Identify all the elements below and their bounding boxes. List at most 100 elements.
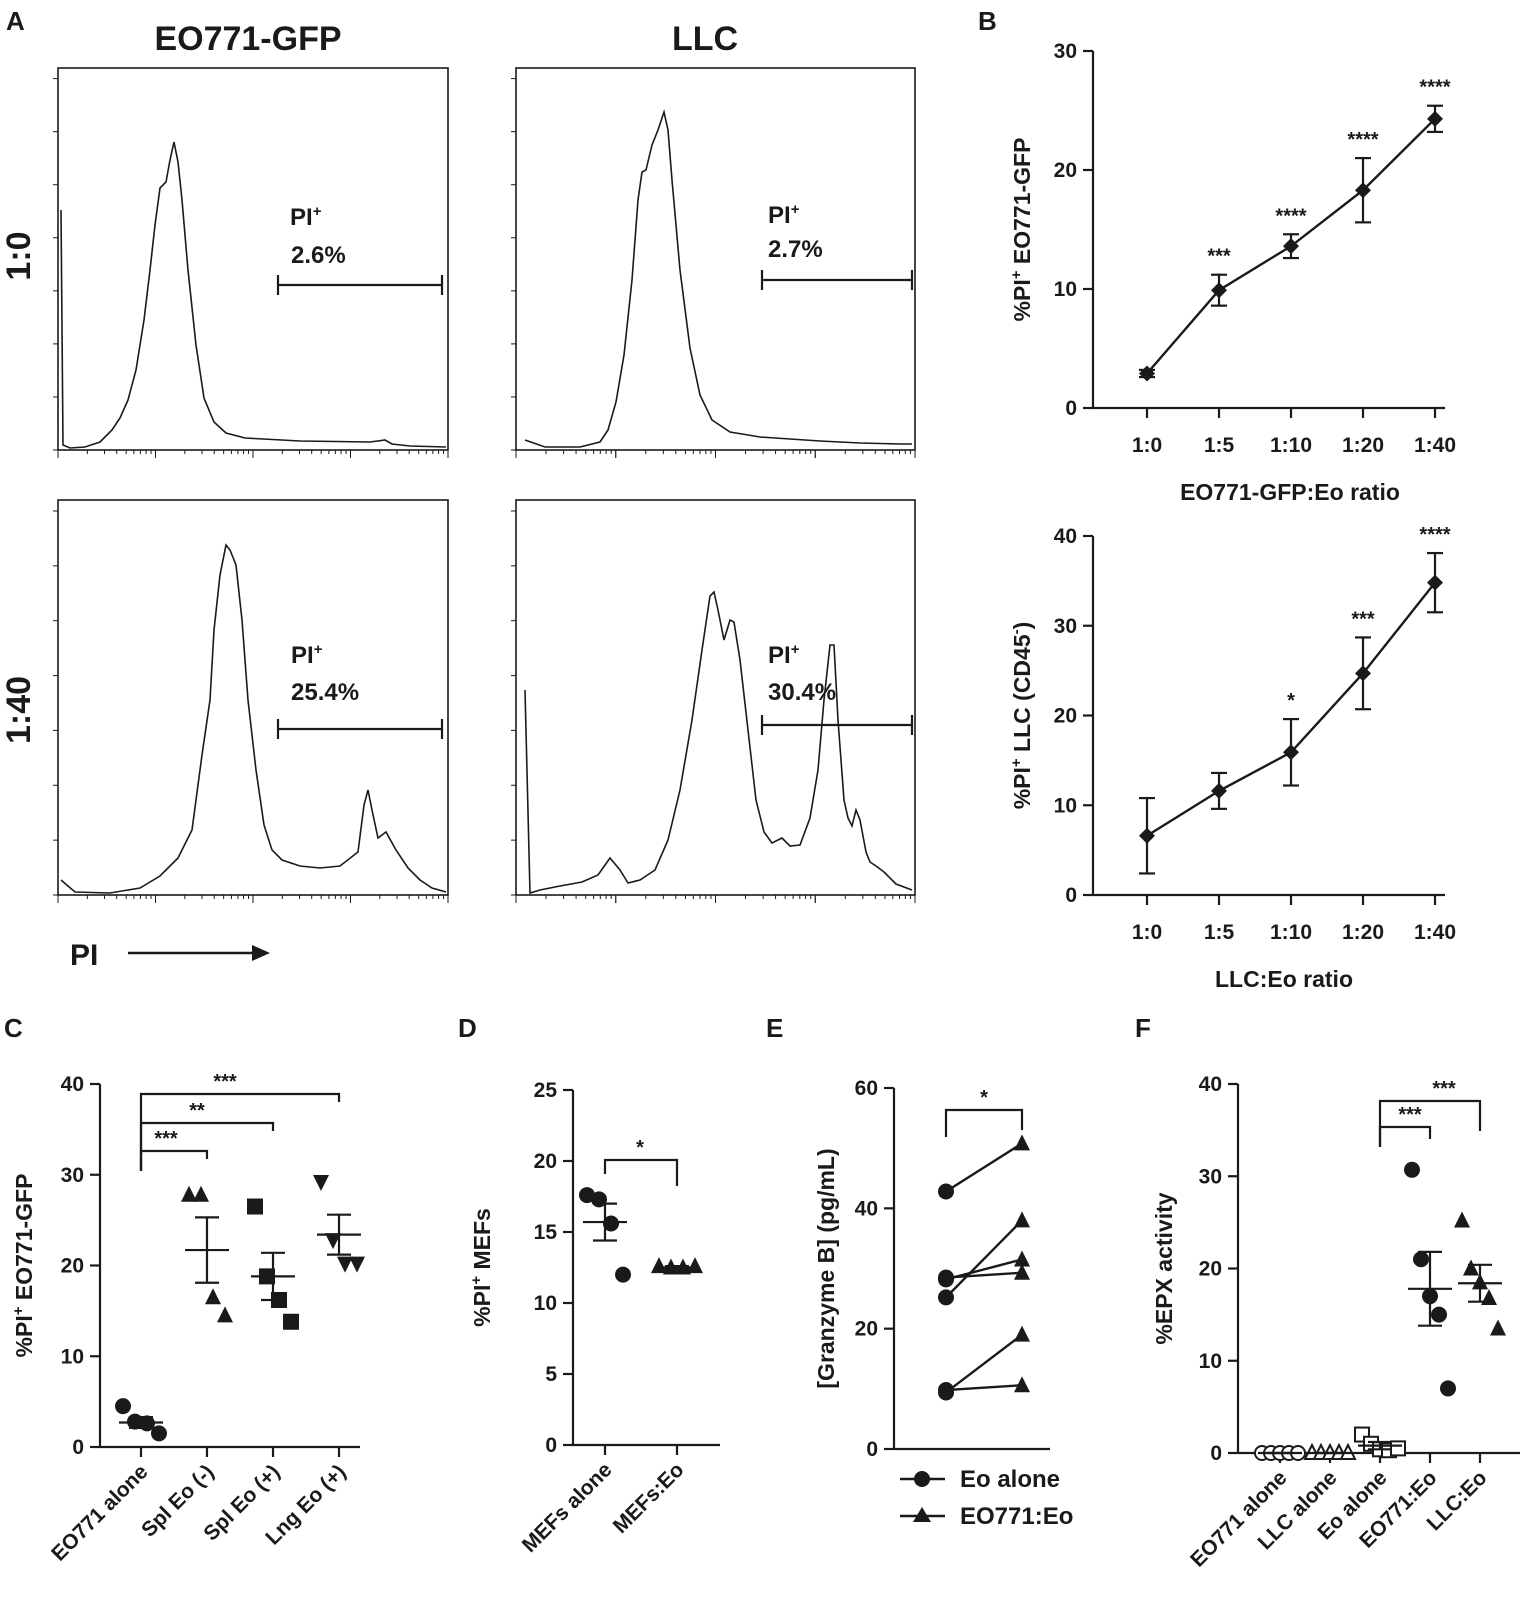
data-point <box>325 1233 341 1250</box>
y-axis-label: [Granzyme B] (pg/mL) <box>813 1148 839 1388</box>
data-point-eo771-eo <box>1014 1250 1030 1267</box>
y-tick-label: 40 <box>1199 1073 1222 1096</box>
significance-label: ** <box>189 1100 205 1122</box>
data-point <box>1283 238 1299 255</box>
gate-label-llc-1-0: PI+ <box>768 201 800 229</box>
pair-line <box>945 1333 1023 1394</box>
legend-e: Eo alone EO771:Eo <box>900 1466 1073 1530</box>
y-tick-label: 40 <box>1054 525 1077 548</box>
panel-label-e: E <box>766 1013 783 1043</box>
chart-e: 0 20 40 60 [Granzyme B] (pg/mL) * <box>813 1077 1050 1461</box>
data-point-eo-alone <box>938 1382 954 1399</box>
legend-marker-circle <box>914 1471 930 1487</box>
y-axis-label: %PI+ EO771-GFP <box>1008 138 1035 322</box>
data-point <box>1139 365 1155 382</box>
y-tick-label: 20 <box>1199 1258 1222 1281</box>
significance-bracket <box>944 1108 1024 1137</box>
significance-bracket <box>603 1158 679 1186</box>
data-point <box>1454 1211 1470 1228</box>
x-tick-label: 1:40 <box>1414 434 1456 457</box>
histogram-llc-1-0 <box>524 109 912 448</box>
x-axis-label: LLC:Eo ratio <box>1215 966 1353 992</box>
data-point-eo771-eo <box>1014 1211 1030 1228</box>
y-tick-label: 40 <box>61 1073 84 1096</box>
pi-arrow-head <box>252 945 270 961</box>
x-axis-label: EO771-GFP:Eo ratio <box>1180 479 1400 505</box>
significance-label: *** <box>1432 1078 1456 1100</box>
data-point <box>603 1215 619 1232</box>
y-tick-label: 0 <box>72 1436 84 1459</box>
histogram-frame <box>57 499 449 896</box>
x-tick-label: 1:0 <box>1132 434 1162 457</box>
histogram-frame <box>57 67 449 451</box>
data-point <box>349 1256 365 1273</box>
legend-label-eo771-eo: EO771:Eo <box>960 1503 1073 1530</box>
data-point-eo771-eo <box>1014 1263 1030 1280</box>
y-tick-label: 5 <box>545 1363 557 1386</box>
data-point <box>151 1425 167 1442</box>
data-point-eo771-eo <box>1014 1376 1030 1393</box>
y-tick-label: 20 <box>855 1318 878 1341</box>
y-tick-label: 30 <box>1054 40 1077 63</box>
pair-line <box>945 1384 1023 1392</box>
y-axis-label: %PI+ MEFs <box>468 1208 495 1327</box>
data-point <box>1413 1251 1429 1268</box>
y-tick-label: 10 <box>1054 794 1077 817</box>
histogram-frame <box>515 499 916 896</box>
data-point <box>313 1175 329 1192</box>
data-point <box>337 1256 353 1273</box>
x-tick-label: 1:0 <box>1132 921 1162 944</box>
significance-label: *** <box>1351 608 1375 630</box>
data-point <box>1211 282 1227 299</box>
x-tick-label: 1:40 <box>1414 921 1456 944</box>
y-tick-label: 0 <box>1210 1442 1222 1465</box>
significance-label: *** <box>154 1128 178 1150</box>
pair-line <box>945 1219 1023 1299</box>
y-axis-label: %PI+ LLC (CD45-) <box>1008 622 1035 810</box>
data-point <box>1390 1440 1406 1457</box>
row-title-1-40: 1:40 <box>0 676 38 744</box>
y-tick-label: 60 <box>855 1077 878 1100</box>
x-tick-label: 1:10 <box>1270 434 1312 457</box>
y-tick-label: 30 <box>1199 1165 1222 1188</box>
x-tick-label: 1:20 <box>1342 921 1384 944</box>
x-tick-label: 1:5 <box>1204 921 1235 944</box>
data-point <box>579 1187 595 1204</box>
chart-b1: 0 10 20 30 %PI+ EO771-GFP 1:0 1:5 1:10 1:20 1:40 E… <box>1008 40 1456 505</box>
histogram-eo771-1-0 <box>60 141 447 449</box>
histogram-llc-1-40 <box>524 590 913 895</box>
data-point <box>205 1288 221 1305</box>
gate-pct-llc-1-40: 30.4% <box>768 679 836 706</box>
significance-bracket <box>1378 1099 1482 1147</box>
panel-label-a: A <box>6 6 25 36</box>
x-tick-label: 1:10 <box>1270 921 1312 944</box>
significance-label: *** <box>1398 1104 1422 1126</box>
y-tick-label: 30 <box>61 1164 84 1187</box>
significance-bracket <box>1378 1125 1432 1147</box>
significance-label: **** <box>1419 77 1450 99</box>
y-axis-label: %EPX activity <box>1151 1192 1177 1344</box>
panel-label-d: D <box>458 1013 477 1043</box>
data-point <box>1427 110 1443 127</box>
y-axis-label: %PI+ EO771-GFP <box>10 1174 37 1358</box>
data-point <box>1355 665 1371 682</box>
x-tick-label: 1:5 <box>1204 434 1235 457</box>
y-tick-label: 0 <box>1065 397 1077 420</box>
significance-bracket <box>139 1149 209 1171</box>
data-point <box>1283 744 1299 761</box>
y-tick-label: 20 <box>534 1150 557 1173</box>
row-title-1-0: 1:0 <box>0 231 38 280</box>
gates <box>276 270 914 739</box>
y-tick-label: 0 <box>545 1434 557 1457</box>
data-point <box>1490 1319 1506 1336</box>
significance-label: **** <box>1275 205 1306 227</box>
data-point-eo-alone <box>938 1269 954 1286</box>
y-tick-label: 20 <box>61 1255 84 1278</box>
gate-label-eo-1-0: PI+ <box>290 203 322 231</box>
legend-label-eo-alone: Eo alone <box>960 1466 1060 1493</box>
col-title-eo771: EO771-GFP <box>154 20 341 58</box>
col-title-llc: LLC <box>672 20 738 58</box>
data-point <box>1355 182 1371 199</box>
